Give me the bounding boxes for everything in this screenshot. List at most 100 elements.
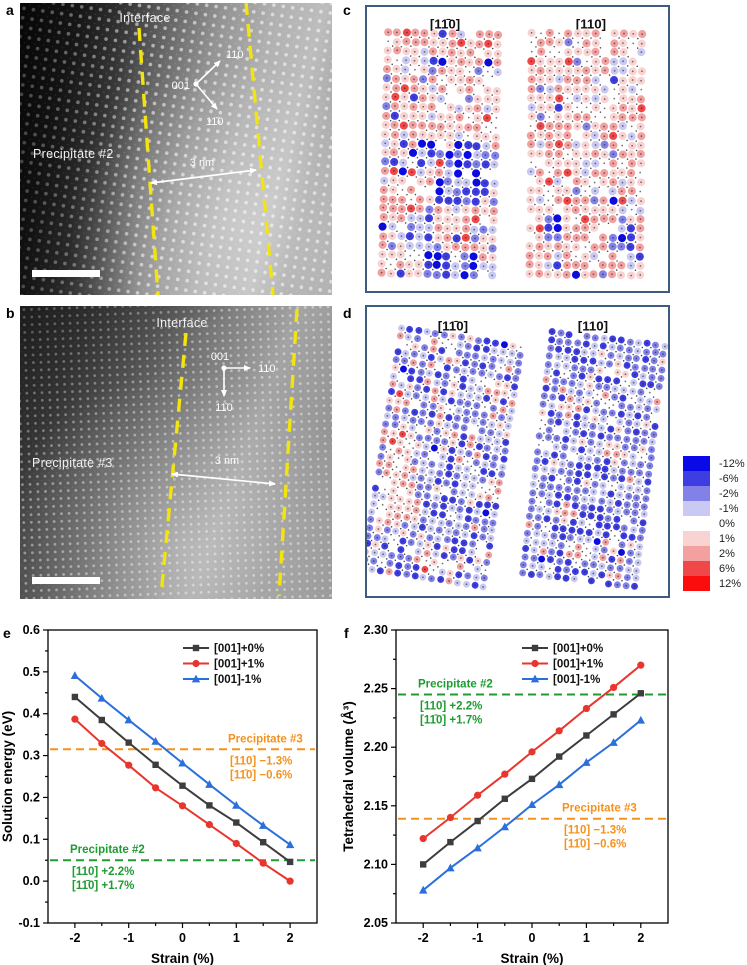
series-[001]+1% [71, 715, 294, 885]
interstitial-dot [481, 103, 483, 105]
interface-dashed-line-left [137, 27, 160, 295]
lattice-site-dot [386, 529, 389, 531]
lattice-site-dot [401, 179, 403, 182]
interstitial-dot [543, 213, 545, 216]
lattice-site-dot [402, 143, 405, 145]
interstitial-dot [535, 504, 537, 507]
lattice-site-dot [384, 133, 386, 136]
interstitial-dot [580, 204, 582, 207]
interstitial-dot [385, 558, 388, 560]
lattice-site-dot [484, 569, 487, 572]
interstitial-dot [507, 348, 509, 351]
interstitial-dot [588, 223, 591, 225]
y-tick-label: -0.1 [18, 916, 40, 930]
lattice-site-dot [562, 455, 565, 457]
interstitial-dot [586, 437, 589, 440]
interstitial-dot [624, 490, 626, 493]
lattice-site-dot [390, 497, 393, 500]
interstitial-dot [655, 372, 658, 375]
lattice-site-dot [538, 180, 541, 182]
interstitial-dot [460, 196, 463, 198]
lattice-site-dot [593, 181, 596, 184]
interstitial-dot [385, 267, 387, 270]
interstitial-dot [434, 368, 436, 371]
lattice-site-dot [538, 272, 541, 275]
interstitial-dot [553, 74, 556, 77]
lattice-site-dot [507, 368, 510, 371]
lattice-site-dot [603, 475, 606, 478]
interstitial-dot [397, 156, 400, 158]
lattice-site-dot [540, 492, 543, 495]
lattice-site-dot [467, 517, 470, 520]
interstitial-dot [627, 102, 629, 104]
lattice-site-dot [575, 246, 577, 249]
lattice-site-dot [433, 32, 436, 35]
lattice-site-dot [565, 217, 568, 220]
lattice-site-dot [476, 510, 479, 513]
lattice-site-dot [563, 372, 566, 375]
interstitial-dot [554, 555, 557, 558]
lattice-site-dot [446, 366, 449, 369]
lattice-site-dot [541, 411, 544, 414]
lattice-site-dot [432, 405, 435, 408]
lattice-site-dot [484, 135, 487, 138]
interstitial-dot [493, 378, 496, 381]
interstitial-dot [471, 522, 473, 525]
lattice-site-dot [377, 528, 380, 530]
interstitial-dot [590, 84, 593, 86]
lattice-site-dot [468, 509, 471, 512]
lattice-site-dot [631, 60, 634, 63]
lattice-site-dot [392, 375, 395, 378]
interstitial-dot [553, 129, 556, 132]
lattice-site-dot [611, 218, 614, 221]
lattice-site-dot [528, 263, 531, 266]
interstitial-dot [599, 47, 602, 49]
panel-e-letter: e [3, 625, 11, 641]
lattice-site-dot [420, 171, 422, 174]
lattice-site-dot [565, 189, 568, 192]
interstitial-dot [549, 383, 551, 385]
lattice-site-dot [607, 517, 609, 520]
panel-b-letter: b [6, 305, 15, 321]
lattice-site-dot [413, 353, 416, 356]
lattice-site-dot [578, 392, 581, 394]
lattice-site-dot [530, 152, 533, 155]
lattice-site-dot [502, 351, 505, 353]
colorbar-label: -6% [719, 472, 739, 485]
lattice-site-dot [506, 384, 508, 387]
lattice-site-dot [551, 542, 554, 545]
interstitial-dot [634, 476, 636, 478]
lattice-site-dot [615, 380, 618, 382]
interstitial-dot [453, 519, 456, 522]
lattice-site-dot [575, 171, 578, 173]
lattice-site-dot [645, 497, 647, 500]
interstitial-dot [561, 176, 564, 179]
interstitial-dot [506, 355, 508, 358]
lattice-site-dot [629, 406, 632, 409]
interstitial-dot [457, 381, 460, 383]
lattice-site-dot [528, 254, 531, 257]
lattice-site-dot [459, 89, 462, 91]
lattice-site-dot [449, 572, 451, 575]
lattice-site-dot [574, 431, 577, 434]
interstitial-dot [586, 364, 589, 366]
interstitial-dot [588, 241, 591, 243]
lattice-site-dot [584, 489, 587, 492]
lattice-site-dot [423, 60, 426, 62]
interstitial-dot [633, 411, 636, 413]
interstitial-dot [601, 390, 604, 392]
data-point [609, 738, 618, 746]
interstitial-dot [387, 542, 390, 545]
lattice-site-dot [540, 32, 542, 35]
lattice-site-dot [547, 245, 550, 247]
interstitial-dot [635, 103, 638, 105]
lattice-site-dot [549, 51, 551, 54]
lattice-site-dot [470, 493, 473, 496]
lattice-site-dot [449, 408, 451, 411]
y-tick-label: 0.0 [23, 874, 40, 888]
interstitial-dot [468, 480, 471, 483]
lattice-site-dot [464, 209, 467, 211]
interstitial-dot [652, 396, 655, 398]
lattice-site-dot [397, 350, 399, 353]
